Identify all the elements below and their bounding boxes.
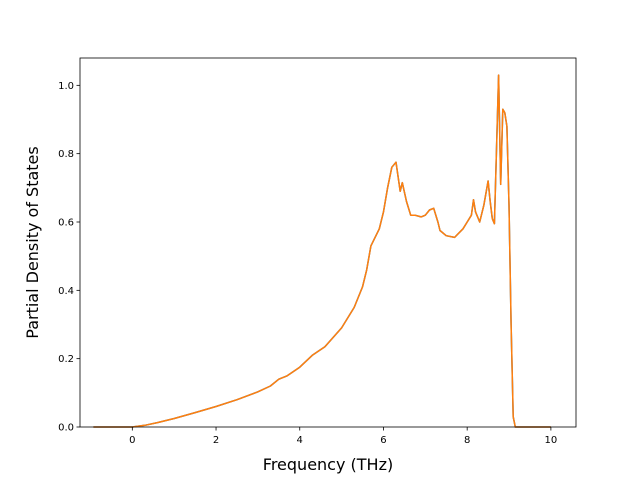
series-line-2 xyxy=(93,74,551,428)
y-tick-label: 0.6 xyxy=(58,218,74,229)
x-axis-ticks: 0 2 4 6 8 10 xyxy=(129,427,557,446)
x-tick-label: 10 xyxy=(545,435,558,446)
plot-background xyxy=(80,58,576,427)
plot-frame xyxy=(79,57,577,428)
y-axis-label: Partial Density of States xyxy=(23,146,42,338)
x-tick-label: 6 xyxy=(380,435,386,446)
y-tick-label: 1.0 xyxy=(58,81,74,92)
x-tick-label: 4 xyxy=(297,435,303,446)
y-tick-label: 0.4 xyxy=(58,286,74,297)
x-tick-label: 8 xyxy=(464,435,470,446)
series-layer xyxy=(93,74,551,428)
x-tick-label: 2 xyxy=(213,435,219,446)
y-axis-ticks: 0.0 0.2 0.4 0.6 0.8 1.0 xyxy=(58,81,80,434)
x-axis-label: Frequency (THz) xyxy=(263,455,393,474)
y-tick-label: 0.0 xyxy=(58,423,74,434)
y-tick-label: 0.8 xyxy=(58,149,74,160)
x-tick-label: 0 xyxy=(129,435,135,446)
y-tick-label: 0.2 xyxy=(58,354,74,365)
